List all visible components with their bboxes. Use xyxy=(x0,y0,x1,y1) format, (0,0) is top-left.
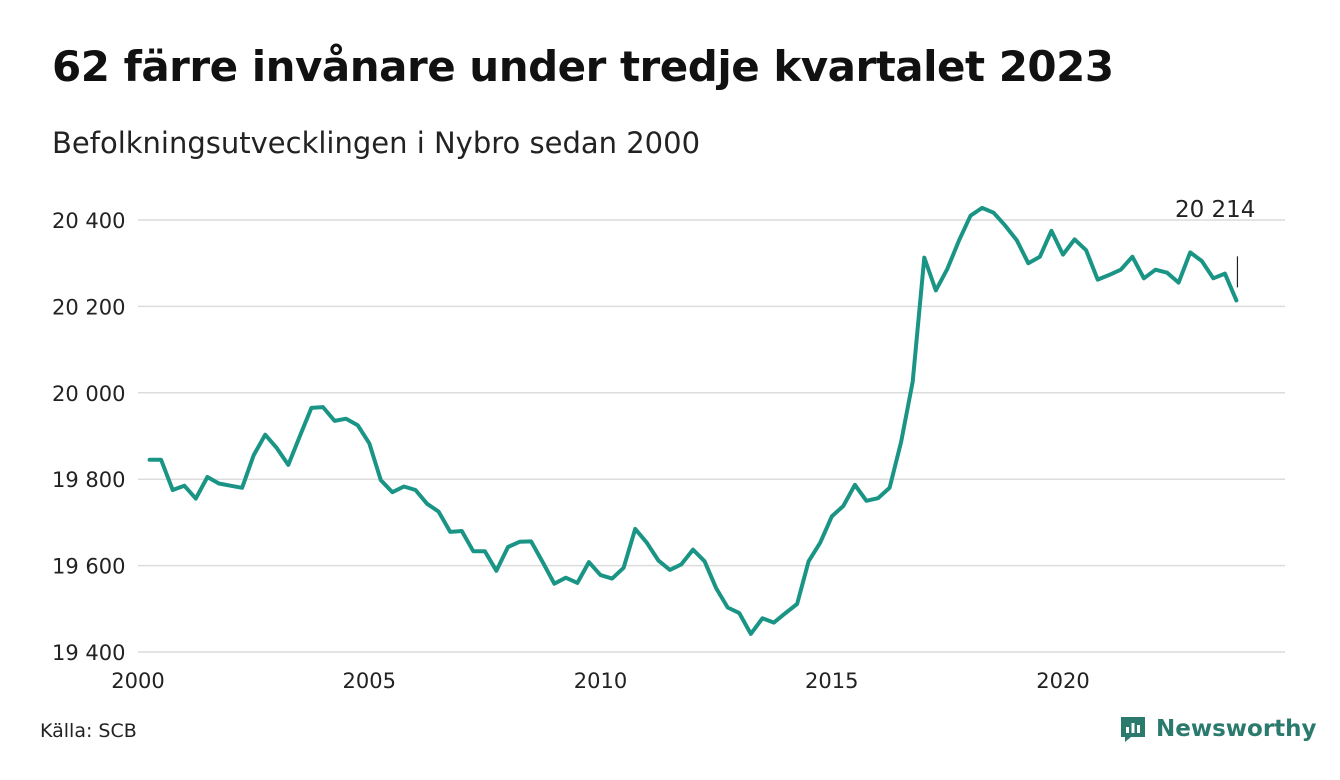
x-tick-label: 2020 xyxy=(1036,669,1089,693)
chart-title: 62 färre invånare under tredje kvartalet… xyxy=(52,42,1114,91)
y-tick-label: 20 200 xyxy=(52,295,125,319)
x-tick-label: 2015 xyxy=(805,669,858,693)
y-tick-label: 20 400 xyxy=(52,209,125,233)
y-axis-ticks: 19 400 19 600 19 800 20 000 20 200 20 400 xyxy=(52,209,125,665)
population-line xyxy=(147,205,1239,636)
x-tick-label: 2005 xyxy=(343,669,396,693)
brand-logo: Newsworthy xyxy=(1118,714,1317,744)
y-tick-label: 19 800 xyxy=(52,468,125,492)
gridlines xyxy=(138,219,1285,653)
y-tick-label: 20 000 xyxy=(52,382,125,406)
x-axis-ticks: 2000 2005 2010 2015 2020 xyxy=(111,669,1089,693)
x-tick-label: 2010 xyxy=(574,669,627,693)
annotation-last-value: 20 214 xyxy=(1175,197,1255,223)
y-tick-label: 19 400 xyxy=(52,641,125,665)
brand-name: Newsworthy xyxy=(1156,716,1317,742)
source-label: Källa: SCB xyxy=(40,720,137,742)
x-tick-label: 2000 xyxy=(111,669,164,693)
chart-subtitle: Befolkningsutvecklingen i Nybro sedan 20… xyxy=(52,126,701,160)
newsworthy-icon xyxy=(1121,717,1145,742)
y-tick-label: 19 600 xyxy=(52,555,125,579)
